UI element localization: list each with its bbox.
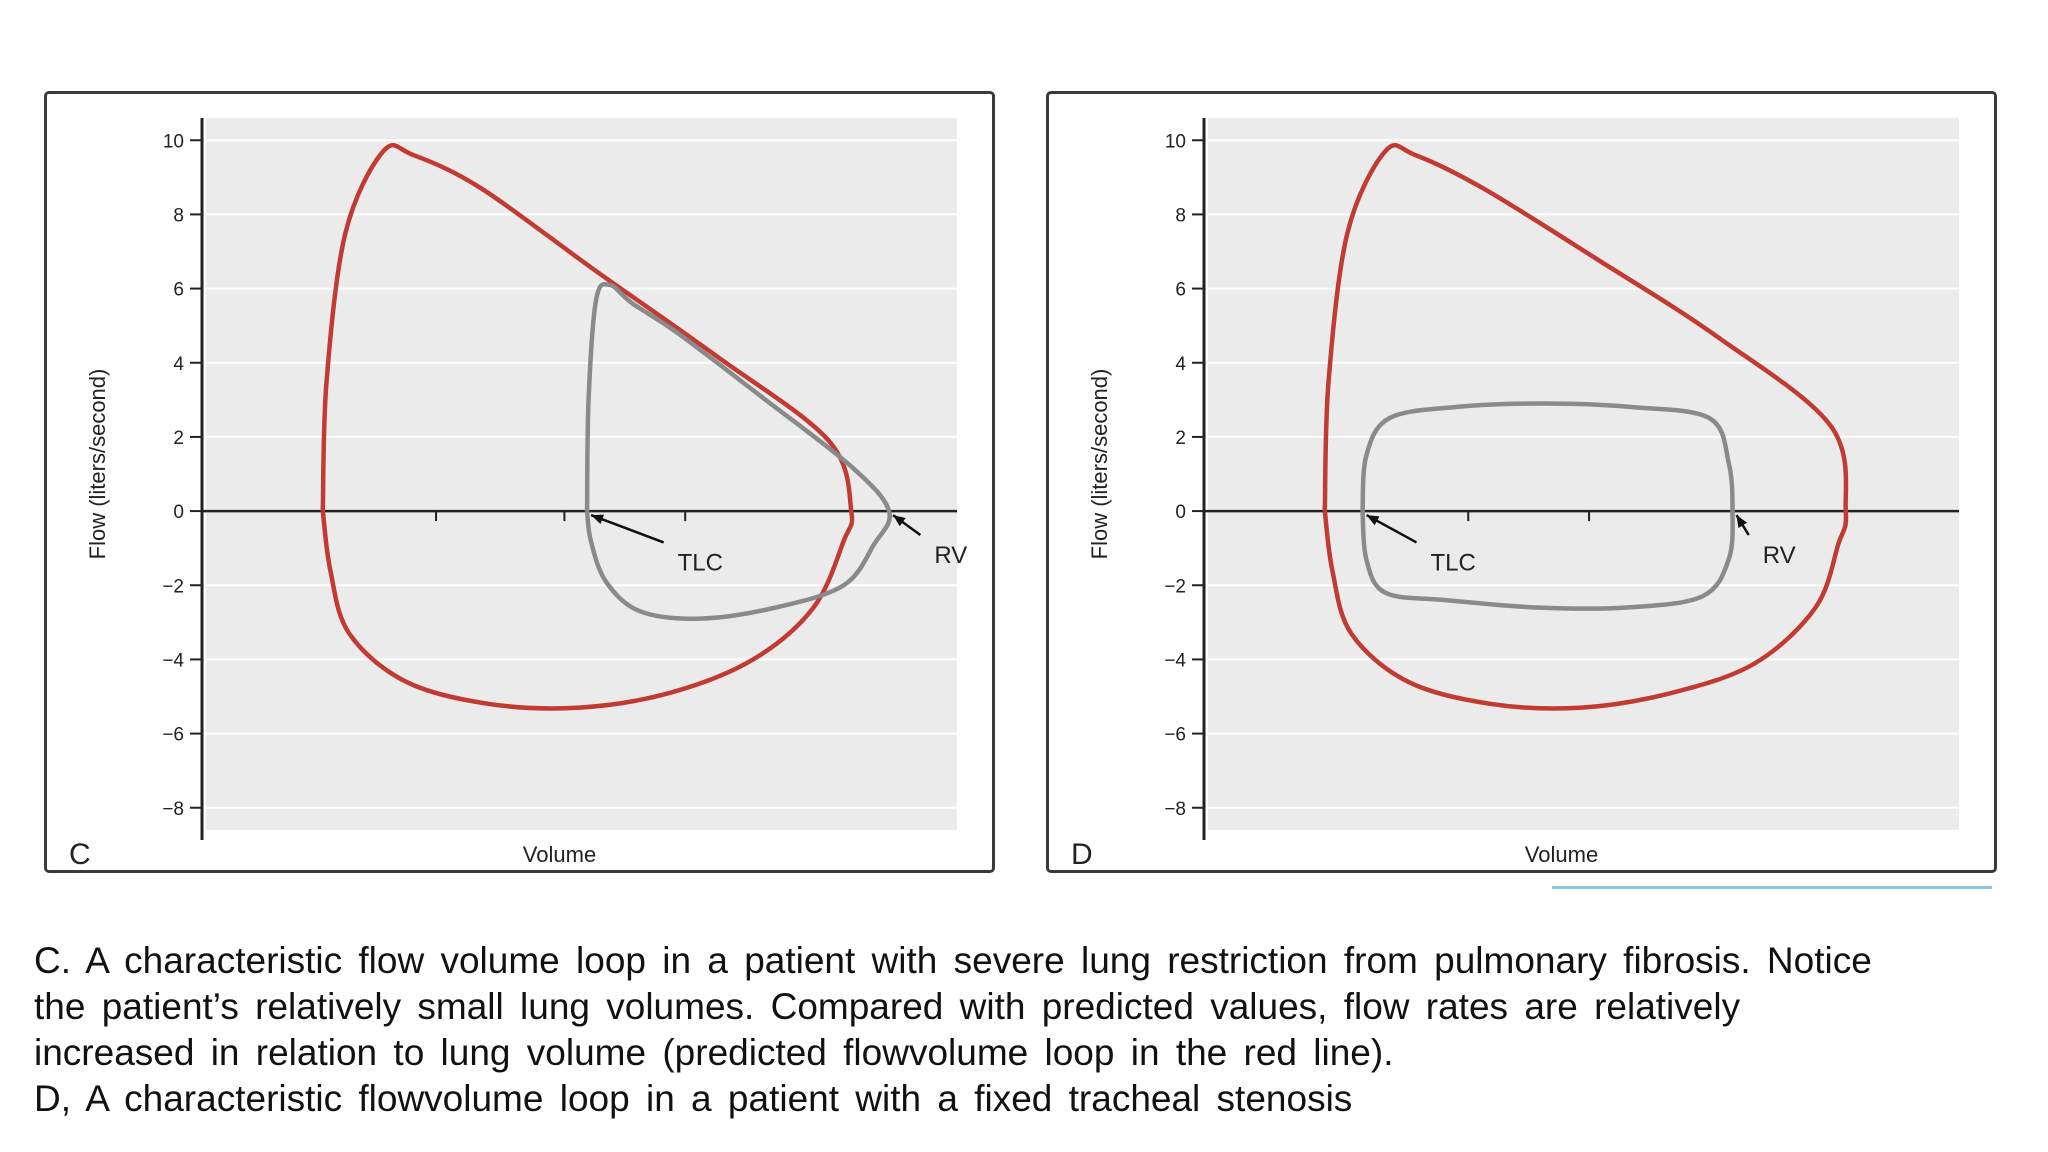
- x-axis-title: Volume: [523, 842, 596, 867]
- predicted-loop-line: [1322, 142, 1849, 711]
- y-tick-label: 0: [1175, 502, 1186, 523]
- y-tick-label: −6: [162, 725, 184, 746]
- caption-line-3: increased in relation to lung volume (pr…: [34, 1032, 1394, 1073]
- panel-label: D: [1071, 838, 1093, 871]
- caption-line-2: the patient’s relatively small lung volu…: [34, 986, 1741, 1027]
- patient-loop-line: [1360, 401, 1735, 611]
- flow-volume-chart-c: 10 8 6 4 2 0 −2 −4 −6 −8 TLC RV Volume Flow (liters/s…: [69, 118, 967, 871]
- y-tick-label: 2: [173, 428, 184, 449]
- panel-label: C: [69, 838, 91, 871]
- y-tick-label: 0: [173, 502, 184, 523]
- predicted-loop-line: [320, 142, 855, 711]
- y-tick-label: −4: [162, 650, 184, 671]
- y-tick-label: 8: [1175, 205, 1186, 226]
- annotation-label-rv: RV: [934, 542, 967, 569]
- plot-background: [1208, 118, 1959, 830]
- annotation-arrowhead: [591, 514, 605, 525]
- chart-panel-c: 10 8 6 4 2 0 −2 −4 −6 −8 TLC RV Volume Flow (liters/s…: [44, 91, 995, 873]
- plot-background: [206, 118, 957, 830]
- x-axis-title: Volume: [1525, 842, 1598, 867]
- y-axis-title: Flow (liters/second): [85, 369, 110, 560]
- annotation-arrowhead: [893, 515, 906, 527]
- annotation-arrowhead: [1366, 515, 1380, 526]
- chart-panel-d: 10 8 6 4 2 0 −2 −4 −6 −8 TLC RV Volume Flow (liters/s…: [1046, 91, 1997, 873]
- y-tick-label: 4: [173, 354, 184, 375]
- flow-volume-chart-d: 10 8 6 4 2 0 −2 −4 −6 −8 TLC RV Volume Flow (liters/s…: [1071, 118, 1959, 871]
- caption-line-1: C. A characteristic flow volume loop in …: [34, 940, 1872, 981]
- y-tick-label: 10: [1165, 131, 1186, 152]
- patient-loop-line: [584, 281, 893, 621]
- y-tick-label: 8: [173, 205, 184, 226]
- y-axis-title: Flow (liters/second): [1087, 369, 1112, 560]
- annotation-label-rv: RV: [1763, 542, 1796, 569]
- y-tick-label: 6: [173, 280, 184, 301]
- y-tick-label: 10: [163, 131, 184, 152]
- y-tick-label: −4: [1164, 650, 1186, 671]
- annotation-label-tlc: TLC: [678, 549, 723, 576]
- annotation-arrowhead: [1736, 515, 1748, 528]
- y-tick-label: −2: [162, 576, 184, 597]
- y-tick-label: 4: [1175, 354, 1186, 375]
- y-tick-label: −6: [1164, 725, 1186, 746]
- y-tick-label: −2: [1164, 576, 1186, 597]
- figure-caption: C. A characteristic flow volume loop in …: [34, 938, 2024, 1122]
- accent-divider: [1552, 886, 1992, 889]
- annotation-arrow: [590, 513, 665, 544]
- annotation-label-tlc: TLC: [1431, 549, 1476, 576]
- y-tick-label: −8: [162, 799, 184, 820]
- y-tick-label: 2: [1175, 428, 1186, 449]
- caption-line-4: D, A characteristic flowvolume loop in a…: [34, 1078, 1353, 1119]
- y-tick-label: 6: [1175, 280, 1186, 301]
- y-tick-label: −8: [1164, 799, 1186, 820]
